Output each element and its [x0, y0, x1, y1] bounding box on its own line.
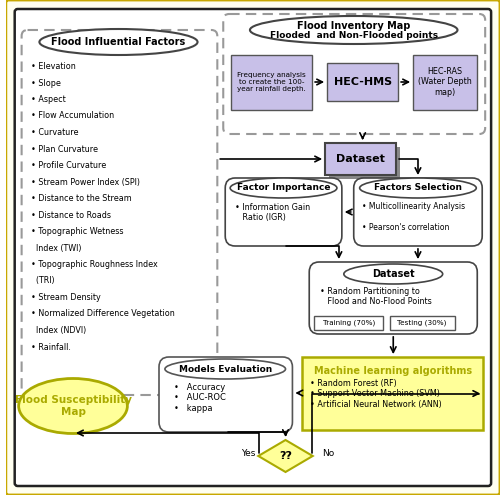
Text: • Profile Curvature: • Profile Curvature	[32, 161, 106, 170]
Polygon shape	[258, 440, 312, 472]
Text: • Distance to Roads: • Distance to Roads	[32, 210, 112, 219]
Text: No: No	[322, 449, 334, 458]
Text: • Topographic Roughness Index: • Topographic Roughness Index	[32, 260, 158, 269]
FancyBboxPatch shape	[22, 30, 218, 395]
FancyBboxPatch shape	[225, 178, 342, 246]
Text: • Aspect: • Aspect	[32, 95, 66, 104]
Bar	[231, 55, 312, 110]
Bar	[327, 63, 398, 101]
Text: Flood Susceptibility
Map: Flood Susceptibility Map	[14, 395, 132, 417]
Ellipse shape	[40, 29, 198, 55]
Text: Models Evaluation: Models Evaluation	[178, 364, 272, 374]
Ellipse shape	[18, 379, 128, 434]
Bar	[413, 55, 478, 110]
Text: Dataset: Dataset	[336, 154, 385, 164]
Text: Flood Inventory Map: Flood Inventory Map	[297, 21, 410, 31]
Text: (TRI): (TRI)	[32, 277, 55, 286]
Text: • Random Partitioning to
   Flood and No-Flood Points: • Random Partitioning to Flood and No-Fl…	[320, 287, 432, 306]
FancyBboxPatch shape	[309, 262, 478, 334]
Text: Flooded  and Non-Flooded points: Flooded and Non-Flooded points	[270, 32, 438, 41]
Ellipse shape	[165, 359, 286, 379]
Text: Factor Importance: Factor Importance	[237, 184, 330, 193]
Text: • Flow Accumulation: • Flow Accumulation	[32, 111, 114, 120]
Bar	[325, 143, 396, 175]
Text: • Random Forest (RF)
• Support Vector Machine (SVM)
• Artificial Neural Network : • Random Forest (RF) • Support Vector Ma…	[310, 379, 442, 409]
Text: Factors Selection: Factors Selection	[374, 184, 462, 193]
Text: Dataset: Dataset	[372, 269, 414, 279]
Ellipse shape	[360, 178, 476, 198]
Ellipse shape	[230, 178, 337, 198]
Text: Flood Influential Factors: Flood Influential Factors	[52, 37, 186, 47]
Text: • Slope: • Slope	[32, 79, 62, 88]
FancyBboxPatch shape	[159, 357, 292, 432]
Text: HEC-HMS: HEC-HMS	[334, 77, 392, 87]
Text: • Topographic Wetness: • Topographic Wetness	[32, 227, 124, 236]
Bar	[314, 316, 384, 330]
Text: ??: ??	[279, 451, 292, 461]
Text: • Plan Curvature: • Plan Curvature	[32, 145, 98, 153]
Text: • Stream Density: • Stream Density	[32, 293, 101, 302]
Text: • Distance to the Stream: • Distance to the Stream	[32, 194, 132, 203]
Text: • Information Gain
   Ratio (IGR): • Information Gain Ratio (IGR)	[235, 203, 310, 222]
Text: • Rainfall.: • Rainfall.	[32, 343, 72, 351]
Text: Machine learning algorithms: Machine learning algorithms	[314, 366, 472, 376]
Text: Frequency analysis
to create the 100-
year rainfall depth.: Frequency analysis to create the 100- ye…	[238, 72, 306, 92]
Text: Yes: Yes	[241, 449, 255, 458]
FancyBboxPatch shape	[223, 14, 485, 134]
Text: Index (TWI): Index (TWI)	[32, 244, 82, 252]
FancyBboxPatch shape	[5, 0, 500, 495]
Text: Index (NDVI): Index (NDVI)	[32, 326, 86, 335]
FancyBboxPatch shape	[354, 178, 482, 246]
Text: •   Accuracy
•   AUC-ROC
•   kappa: • Accuracy • AUC-ROC • kappa	[174, 383, 226, 413]
Text: • Multicollinearity Analysis

• Pearson's correlation: • Multicollinearity Analysis • Pearson's…	[362, 202, 465, 232]
FancyBboxPatch shape	[14, 9, 491, 486]
Text: • Elevation: • Elevation	[32, 62, 76, 71]
Text: • Normalized Difference Vegetation: • Normalized Difference Vegetation	[32, 309, 175, 318]
Bar	[390, 316, 454, 330]
Text: • Stream Power Index (SPI): • Stream Power Index (SPI)	[32, 178, 140, 187]
Ellipse shape	[344, 264, 442, 284]
Text: • Curvature: • Curvature	[32, 128, 79, 137]
Text: Testing (30%): Testing (30%)	[397, 320, 446, 326]
Ellipse shape	[250, 16, 458, 44]
Text: HEC-RAS
(Water Depth
map): HEC-RAS (Water Depth map)	[418, 67, 472, 97]
Bar	[302, 357, 483, 430]
Text: Training (70%): Training (70%)	[322, 320, 375, 326]
Bar	[329, 147, 400, 179]
